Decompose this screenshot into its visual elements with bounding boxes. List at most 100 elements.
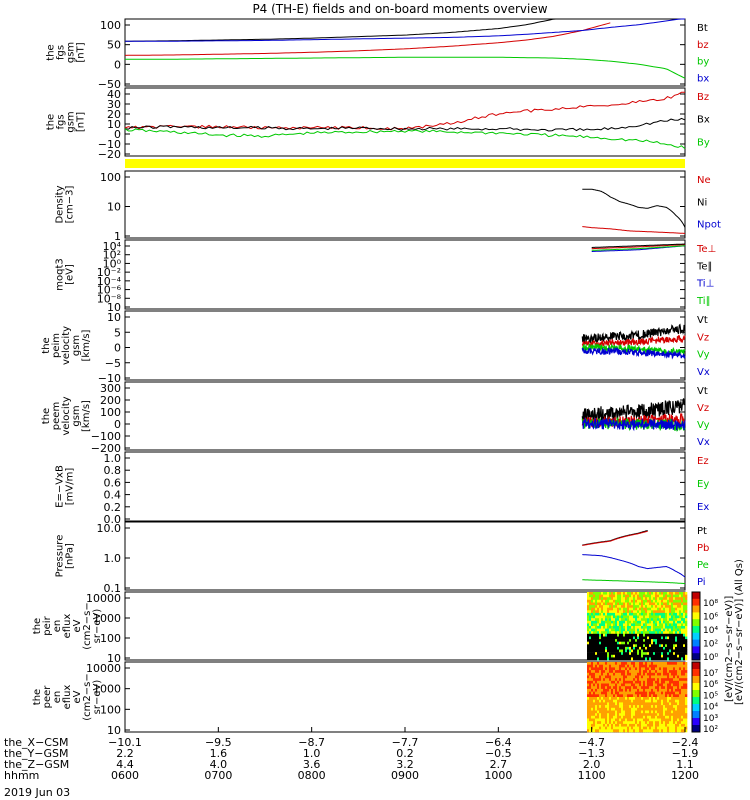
heatmap-cell (593, 620, 596, 624)
heatmap-cell (683, 705, 686, 709)
heatmap-cell (601, 683, 604, 687)
heatmap-cell (611, 597, 614, 601)
heatmap-cell (627, 620, 630, 624)
heatmap-cell (599, 683, 602, 687)
heatmap-cell (683, 662, 686, 665)
heatmap-cell (625, 678, 628, 682)
heatmap-cell (645, 623, 648, 627)
heatmap-cell (667, 646, 670, 650)
heatmap-cell (661, 605, 664, 609)
y-tick-label: 200 (100, 394, 121, 407)
heatmap-cell (623, 686, 626, 690)
heatmap-cell (599, 667, 602, 671)
heatmap-cell (587, 628, 590, 632)
heatmap-cell (593, 594, 596, 598)
heatmap-cell (665, 607, 668, 611)
heatmap-cell (619, 694, 622, 698)
heatmap-cell (605, 599, 608, 603)
heatmap-cell (659, 729, 662, 733)
heatmap-cell (627, 705, 630, 709)
heatmap-cell (685, 602, 688, 606)
heatmap-cell (677, 715, 680, 719)
heatmap-cell (661, 644, 664, 648)
colorbar-tick-label: 10⁶ (703, 680, 718, 690)
heatmap-cell (649, 592, 652, 595)
heatmap-cell (639, 657, 642, 661)
y-tick-label: −200 (91, 442, 121, 455)
heatmap-cell (663, 672, 666, 676)
series-Ti∥ (591, 245, 685, 251)
heatmap-cell (621, 662, 624, 665)
heatmap-cell (611, 607, 614, 611)
heatmap-cell (655, 592, 658, 595)
heatmap-cell (659, 713, 662, 717)
y-axis-label: en (52, 620, 63, 633)
heatmap-cell (643, 597, 646, 601)
heatmap-cell (667, 605, 670, 609)
heatmap-cell (663, 686, 666, 690)
heatmap-cell (679, 599, 682, 603)
heatmap-cell (611, 657, 614, 661)
heatmap-cell (637, 683, 640, 687)
heatmap-cell (645, 710, 648, 714)
heatmap-cell (629, 607, 632, 611)
heatmap-cell (591, 691, 594, 695)
heatmap-cell (685, 615, 688, 619)
heatmap-cell (635, 707, 638, 711)
colorbar-label: [eV/(cm2−s−sr−eV)] (All Qs) (734, 559, 745, 705)
heatmap-cell (587, 602, 590, 606)
heatmap-cell (645, 675, 648, 679)
heatmap-cell (677, 697, 680, 700)
heatmap-cell (619, 641, 622, 645)
heatmap-cell (637, 618, 640, 622)
heatmap-cell (589, 713, 592, 717)
heatmap-cell (653, 675, 656, 679)
heatmap-cell (651, 726, 654, 730)
heatmap-cell (637, 652, 640, 656)
heatmap-cell (615, 636, 618, 640)
legend-Vy: Vy (697, 350, 710, 361)
heatmap-cell (667, 599, 670, 603)
heatmap-cell (641, 610, 644, 614)
heatmap-cell (661, 641, 664, 645)
heatmap-cell (649, 662, 652, 665)
heatmap-cell (601, 597, 604, 601)
heatmap-cell (625, 644, 628, 648)
heatmap-cell (607, 710, 610, 714)
heatmap-cell (685, 699, 688, 703)
heatmap-cell (659, 641, 662, 645)
heatmap-cell (657, 628, 660, 632)
heatmap-cell (605, 683, 608, 687)
heatmap-cell (661, 654, 664, 658)
heatmap-cell (683, 636, 686, 640)
heatmap-cell (681, 626, 684, 629)
heatmap-cell (591, 672, 594, 676)
heatmap-cell (593, 726, 596, 730)
heatmap-cell (591, 723, 594, 727)
heatmap-cell (635, 686, 638, 690)
heatmap-cell (633, 607, 636, 611)
heatmap-cell (631, 686, 634, 690)
heatmap-cell (641, 705, 644, 709)
heatmap-cell (613, 615, 616, 619)
heatmap-cell (677, 667, 680, 671)
heatmap-cell (673, 672, 676, 676)
heatmap-cell (675, 680, 678, 684)
heatmap-cell (589, 678, 592, 682)
heatmap-cell (655, 633, 658, 637)
heatmap-cell (627, 646, 630, 650)
heatmap-cell (643, 667, 646, 671)
heatmap-cell (683, 610, 686, 614)
heatmap-cell (675, 721, 678, 725)
heatmap-cell (675, 594, 678, 598)
y-tick-label: 0 (114, 128, 121, 141)
heatmap-cell (677, 726, 680, 730)
heatmap-cell (613, 633, 616, 637)
heatmap-cell (617, 691, 620, 695)
heatmap-cell (655, 664, 658, 668)
heatmap-cell (665, 631, 668, 635)
heatmap-cell (663, 654, 666, 658)
heatmap-cell (597, 652, 600, 656)
heatmap-cell (677, 605, 680, 609)
heatmap-cell (611, 639, 614, 643)
